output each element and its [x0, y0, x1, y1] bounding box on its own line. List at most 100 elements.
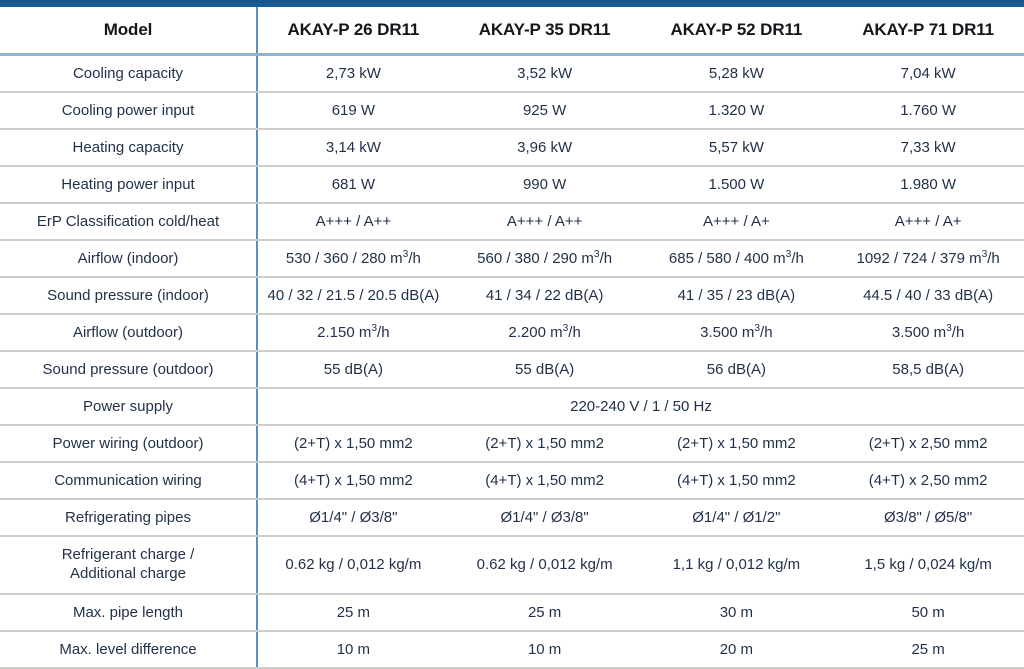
row-value: Ø1/4" / Ø3/8" — [448, 499, 641, 537]
row-value: 25 m — [448, 594, 641, 632]
row-value: 925 W — [448, 92, 641, 130]
row-value: 560 / 380 / 290 m3/h — [448, 240, 641, 278]
row-label: Max. pipe length — [0, 594, 258, 632]
header-column-2: AKAY-P 35 DR11 — [448, 7, 641, 56]
row-value: 56 dB(A) — [640, 351, 833, 389]
table-row: Refrigerating pipes Ø1/4" / Ø3/8" Ø1/4" / … — [0, 499, 1024, 537]
table-row: Heating capacity 3,14 kW 3,96 kW 5,57 kW 7,3… — [0, 129, 1024, 167]
table-row: Sound pressure (outdoor) 55 dB(A) 55 dB(A)… — [0, 351, 1024, 389]
table-row: Heating power input 681 W 990 W 1.500 W 1.98… — [0, 166, 1024, 204]
row-value: 681 W — [257, 166, 449, 204]
table-row: Airflow (outdoor) 2.150 m3/h 2.200 m3/h 3.5… — [0, 314, 1024, 352]
row-label-line-2: Additional charge — [70, 565, 186, 582]
table-row: ErP Classification cold/heat A+++ / A++ A+… — [0, 203, 1024, 241]
row-value: A+++ / A+ — [832, 203, 1024, 241]
row-value: 7,33 kW — [832, 129, 1024, 167]
row-label: ErP Classification cold/heat — [0, 203, 258, 241]
table-row: Cooling capacity 2,73 kW 3,52 kW 5,28 kW 7,0… — [0, 54, 1024, 93]
row-value: 58,5 dB(A) — [832, 351, 1024, 389]
row-value: 3,96 kW — [448, 129, 641, 167]
table-body: Cooling capacity 2,73 kW 3,52 kW 5,28 kW 7,0… — [0, 54, 1024, 669]
row-label: Refrigerating pipes — [0, 499, 258, 537]
row-label: Sound pressure (indoor) — [0, 277, 258, 315]
row-value: 2.200 m3/h — [448, 314, 641, 352]
row-value: 3.500 m3/h — [640, 314, 833, 352]
table-row: Sound pressure (indoor) 40 / 32 / 21.5 / … — [0, 277, 1024, 315]
row-value: (2+T) x 1,50 mm2 — [640, 425, 833, 463]
row-label: Heating capacity — [0, 129, 258, 167]
row-value: Ø3/8" / Ø5/8" — [832, 499, 1024, 537]
row-value: (4+T) x 1,50 mm2 — [448, 462, 641, 500]
row-value: 0.62 kg / 0,012 kg/m — [257, 536, 449, 595]
row-value: Ø1/4" / Ø1/2" — [640, 499, 833, 537]
row-value: 50 m — [832, 594, 1024, 632]
table-row: Max. level difference 10 m 10 m 20 m 25 m — [0, 631, 1024, 669]
row-value: (4+T) x 1,50 mm2 — [640, 462, 833, 500]
top-accent-bar-inner — [0, 0, 1024, 3]
row-value: 1,5 kg / 0,024 kg/m — [832, 536, 1024, 595]
top-accent-bar — [0, 0, 1024, 7]
row-value: Ø1/4" / Ø3/8" — [257, 499, 449, 537]
header-model-label: Model — [0, 7, 258, 56]
row-value: (2+T) x 2,50 mm2 — [832, 425, 1024, 463]
row-value: 10 m — [257, 631, 449, 669]
table-row: Power supply 220-240 V / 1 / 50 Hz — [0, 388, 1024, 426]
row-value: A+++ / A+ — [640, 203, 833, 241]
row-label: Sound pressure (outdoor) — [0, 351, 258, 389]
row-label: Cooling power input — [0, 92, 258, 130]
specifications-table: Model AKAY-P 26 DR11 AKAY-P 35 DR11 AKAY… — [0, 7, 1024, 669]
row-value-merged: 220-240 V / 1 / 50 Hz — [257, 388, 1024, 426]
row-label: Max. level difference — [0, 631, 258, 669]
row-value: 0.62 kg / 0,012 kg/m — [448, 536, 641, 595]
row-label: Airflow (indoor) — [0, 240, 258, 278]
row-value: 1,1 kg / 0,012 kg/m — [640, 536, 833, 595]
row-value: 1092 / 724 / 379 m3/h — [832, 240, 1024, 278]
header-column-4: AKAY-P 71 DR11 — [832, 7, 1024, 56]
row-value: 3.500 m3/h — [832, 314, 1024, 352]
row-value: 7,04 kW — [832, 54, 1024, 93]
header-row: Model AKAY-P 26 DR11 AKAY-P 35 DR11 AKAY… — [0, 7, 1024, 56]
table-header: Model AKAY-P 26 DR11 AKAY-P 35 DR11 AKAY… — [0, 7, 1024, 56]
row-value: 40 / 32 / 21.5 / 20.5 dB(A) — [257, 277, 449, 315]
row-value: 1.500 W — [640, 166, 833, 204]
row-label: Airflow (outdoor) — [0, 314, 258, 352]
row-value: 5,28 kW — [640, 54, 833, 93]
row-value: 20 m — [640, 631, 833, 669]
row-value: 619 W — [257, 92, 449, 130]
table-row: Airflow (indoor) 530 / 360 / 280 m3/h 560 … — [0, 240, 1024, 278]
table-row: Cooling power input 619 W 925 W 1.320 W 1.76… — [0, 92, 1024, 130]
row-label: Power supply — [0, 388, 258, 426]
row-value: 55 dB(A) — [257, 351, 449, 389]
row-label: Refrigerant charge / Additional charge — [0, 536, 258, 595]
row-label: Cooling capacity — [0, 54, 258, 93]
row-value: 990 W — [448, 166, 641, 204]
row-value: 3,14 kW — [257, 129, 449, 167]
row-label-line-1: Refrigerant charge / — [61, 546, 195, 564]
row-value: 2.150 m3/h — [257, 314, 449, 352]
row-value: 25 m — [257, 594, 449, 632]
row-value: 44.5 / 40 / 33 dB(A) — [832, 277, 1024, 315]
row-value: (4+T) x 2,50 mm2 — [832, 462, 1024, 500]
row-value: 685 / 580 / 400 m3/h — [640, 240, 833, 278]
table-row: Communication wiring (4+T) x 1,50 mm2 (4+T… — [0, 462, 1024, 500]
header-column-3: AKAY-P 52 DR11 — [640, 7, 833, 56]
row-value: 530 / 360 / 280 m3/h — [257, 240, 449, 278]
row-label: Power wiring (outdoor) — [0, 425, 258, 463]
row-value: 25 m — [832, 631, 1024, 669]
header-column-1: AKAY-P 26 DR11 — [257, 7, 449, 56]
row-value: (2+T) x 1,50 mm2 — [448, 425, 641, 463]
row-value: 1.760 W — [832, 92, 1024, 130]
row-value: 3,52 kW — [448, 54, 641, 93]
row-value: 5,57 kW — [640, 129, 833, 167]
row-value: 41 / 35 / 23 dB(A) — [640, 277, 833, 315]
row-value: (4+T) x 1,50 mm2 — [257, 462, 449, 500]
row-value: 2,73 kW — [257, 54, 449, 93]
table-row: Refrigerant charge / Additional charge 0.6… — [0, 536, 1024, 595]
row-value: A+++ / A++ — [257, 203, 449, 241]
row-label: Heating power input — [0, 166, 258, 204]
row-value: 1.980 W — [832, 166, 1024, 204]
row-label: Communication wiring — [0, 462, 258, 500]
row-value: 55 dB(A) — [448, 351, 641, 389]
row-value: 10 m — [448, 631, 641, 669]
